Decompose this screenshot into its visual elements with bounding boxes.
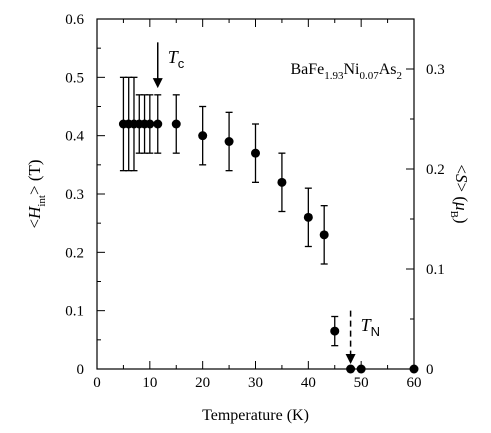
x-axis-label: Temperature (K) [202, 407, 309, 424]
y-tick-label: 0 [77, 362, 85, 378]
annotations: BaFe1.93Ni0.07As2 Tc TN [152, 42, 402, 364]
data-point [171, 119, 181, 129]
data-point [145, 119, 155, 129]
y-tick-label: 0.3 [65, 187, 84, 203]
y-tick-label: 0.5 [65, 70, 84, 86]
data-point [303, 212, 313, 222]
data-point [409, 364, 419, 374]
y2-tick-label: 0.3 [426, 62, 445, 78]
compound-label: BaFe1.93Ni0.07As2 [290, 61, 402, 82]
data-point [251, 148, 260, 158]
y2-axis-label: <S> (μB) [448, 164, 471, 223]
x-tick-label: 50 [354, 375, 369, 391]
annotation-arrow-head [345, 354, 356, 364]
annotation-arrow-head [152, 78, 163, 89]
y-axis-label: <Hint> (T) [25, 159, 48, 228]
x-tick-label: 30 [248, 375, 263, 391]
x-tick-label: 60 [407, 375, 422, 391]
data-point [356, 364, 366, 374]
y-tick-label: 0.4 [65, 129, 84, 145]
x-tick-label: 40 [301, 375, 316, 391]
data-point [346, 364, 356, 374]
x-tick-label: 0 [93, 375, 101, 391]
y2-tick-label: 0.1 [426, 262, 445, 278]
x-tick-label: 20 [195, 375, 210, 391]
y-tick-label: 0.2 [65, 245, 84, 261]
y-tick-label: 0.1 [65, 304, 84, 320]
tick-labels: 0 10 20 30 40 50 6000.10.20.30.40.50.600.10.20… [25, 12, 471, 424]
data-point [224, 137, 234, 146]
data-series [118, 76, 419, 374]
data-point [319, 230, 329, 240]
data-point [330, 326, 340, 336]
y2-tick-label: 0 [426, 362, 434, 378]
annotation-label: TN [361, 315, 380, 339]
data-point [277, 177, 287, 187]
y-tick-label: 0.6 [65, 12, 84, 28]
y2-tick-label: 0.2 [426, 162, 445, 178]
data-point [153, 119, 163, 129]
annotation-label: Tc [168, 47, 185, 71]
data-point [198, 131, 208, 141]
x-tick-label: 10 [142, 375, 157, 391]
